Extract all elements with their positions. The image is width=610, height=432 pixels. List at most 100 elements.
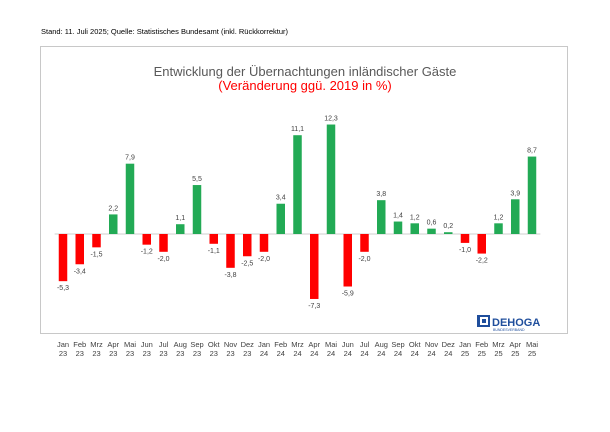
data-label: 1,2 (410, 214, 420, 221)
tick-label-month: Mai (124, 340, 136, 349)
bar-jan-25 (460, 234, 470, 243)
data-label: 1,1 (175, 215, 185, 222)
tick-label-year: 24 (260, 349, 268, 358)
tick-label-year: 25 (494, 349, 502, 358)
logo-name: DEHOGA (492, 317, 540, 329)
tick-label-year: 24 (377, 349, 385, 358)
bar-jul-24 (360, 234, 369, 252)
data-label: -7,3 (308, 303, 320, 310)
tick-label-year: 24 (293, 349, 301, 358)
tick-label-month: Apr (107, 340, 119, 349)
source-note: Stand: 11. Juli 2025; Quelle: Statistisc… (41, 27, 289, 36)
data-label: 12,3 (324, 116, 338, 123)
data-label: -3,8 (224, 272, 236, 279)
bar-mrz-25 (494, 223, 503, 234)
bar-nov-23 (226, 234, 235, 268)
bar-mai-23 (125, 163, 135, 234)
data-label: 3,9 (510, 190, 520, 197)
data-label: -1,5 (90, 251, 102, 258)
tick-label-year: 23 (210, 349, 218, 358)
bar-mrz-23 (92, 234, 101, 248)
data-label: -1,2 (141, 249, 153, 256)
bar-jun-23 (142, 234, 151, 245)
tick-label-year: 25 (528, 349, 536, 358)
chart-title: Entwicklung der Übernachtungen inländisc… (154, 64, 457, 79)
data-label: 3,8 (376, 191, 386, 198)
tick-label-month: Nov (425, 340, 439, 349)
bar-dez-24 (444, 232, 453, 234)
chart-frame: Entwicklung der Übernachtungen inländisc… (40, 46, 568, 358)
tick-label-month: Mrz (291, 340, 304, 349)
tick-label-year: 24 (344, 349, 352, 358)
logo-subtitle: BUNDESVERBAND (493, 328, 525, 332)
tick-label-year: 25 (478, 349, 486, 358)
tick-label-month: Jun (342, 340, 354, 349)
bar-dez-23 (243, 234, 252, 257)
tick-label-year: 24 (394, 349, 402, 358)
tick-label-month: Feb (475, 340, 488, 349)
data-label: 0,6 (427, 220, 437, 227)
tick-label-month: Sep (190, 340, 203, 349)
data-label: 11,1 (291, 126, 304, 133)
data-label: -2,0 (157, 256, 169, 263)
tick-label-month: Apr (509, 340, 521, 349)
bar-apr-25 (511, 199, 520, 234)
tick-label-year: 23 (243, 349, 251, 358)
data-label: -2,2 (476, 258, 488, 265)
tick-label-month: Mrz (492, 340, 505, 349)
tick-label-year: 24 (411, 349, 419, 358)
bar-jun-24 (343, 234, 352, 287)
tick-label-month: Jun (141, 340, 153, 349)
data-label: 0,2 (443, 223, 453, 230)
tick-label-month: Apr (308, 340, 320, 349)
tick-label-month: Dez (442, 340, 456, 349)
bar-mai-25 (527, 156, 537, 234)
bar-nov-24 (427, 228, 436, 234)
tick-label-month: Mai (526, 340, 538, 349)
bar-aug-24 (377, 200, 386, 234)
data-label: -5,3 (57, 285, 69, 292)
data-label: -1,1 (208, 248, 220, 255)
tick-label-year: 23 (176, 349, 184, 358)
bar-sep-23 (192, 185, 202, 234)
tick-label-year: 23 (159, 349, 167, 358)
tick-label-year: 23 (126, 349, 134, 358)
chart-subtitle: (Veränderung ggü. 2019 in %) (218, 78, 391, 93)
data-label: 1,2 (494, 214, 504, 221)
tick-label-year: 24 (444, 349, 452, 358)
data-label: 1,4 (393, 213, 403, 220)
bar-okt-23 (209, 234, 218, 244)
tick-label-year: 23 (193, 349, 201, 358)
data-label: -2,5 (241, 260, 253, 267)
tick-label-month: Feb (73, 340, 86, 349)
bar-feb-23 (75, 234, 84, 265)
bar-okt-24 (410, 223, 419, 234)
tick-label-month: Nov (224, 340, 238, 349)
bar-jan-23 (58, 234, 68, 282)
tick-label-month: Jul (159, 340, 169, 349)
tick-label-year: 23 (59, 349, 67, 358)
tick-label-month: Jan (258, 340, 270, 349)
tick-label-month: Mrz (90, 340, 103, 349)
tick-label-month: Jul (360, 340, 370, 349)
bars-group: -5,3 -3,4 -1,5 2,2 7,9 -1,2 -2,0 1,1 5,5 -1,1 -3,8… (54, 116, 541, 310)
bar-jul-23 (159, 234, 168, 252)
tick-label-year: 25 (461, 349, 469, 358)
tick-label-month: Okt (409, 340, 422, 349)
data-label: 7,9 (125, 155, 135, 162)
x-axis-ticks: Jan23Feb23Mrz23Apr23Mai23Jun23Jul23Aug23… (57, 340, 538, 358)
bar-apr-23 (109, 214, 118, 234)
tick-label-year: 24 (277, 349, 285, 358)
tick-label-year: 23 (109, 349, 117, 358)
data-label: -5,9 (342, 291, 354, 298)
tick-label-year: 24 (327, 349, 335, 358)
tick-label-month: Feb (274, 340, 287, 349)
bar-chart: Entwicklung der Übernachtungen inländisc… (54, 64, 541, 358)
tick-label-year: 23 (92, 349, 100, 358)
bar-feb-25 (477, 234, 486, 254)
bar-aug-23 (176, 224, 185, 234)
tick-label-year: 25 (511, 349, 519, 358)
tick-label-year: 23 (226, 349, 234, 358)
tick-label-year: 24 (310, 349, 318, 358)
data-label: -1,0 (459, 247, 471, 254)
